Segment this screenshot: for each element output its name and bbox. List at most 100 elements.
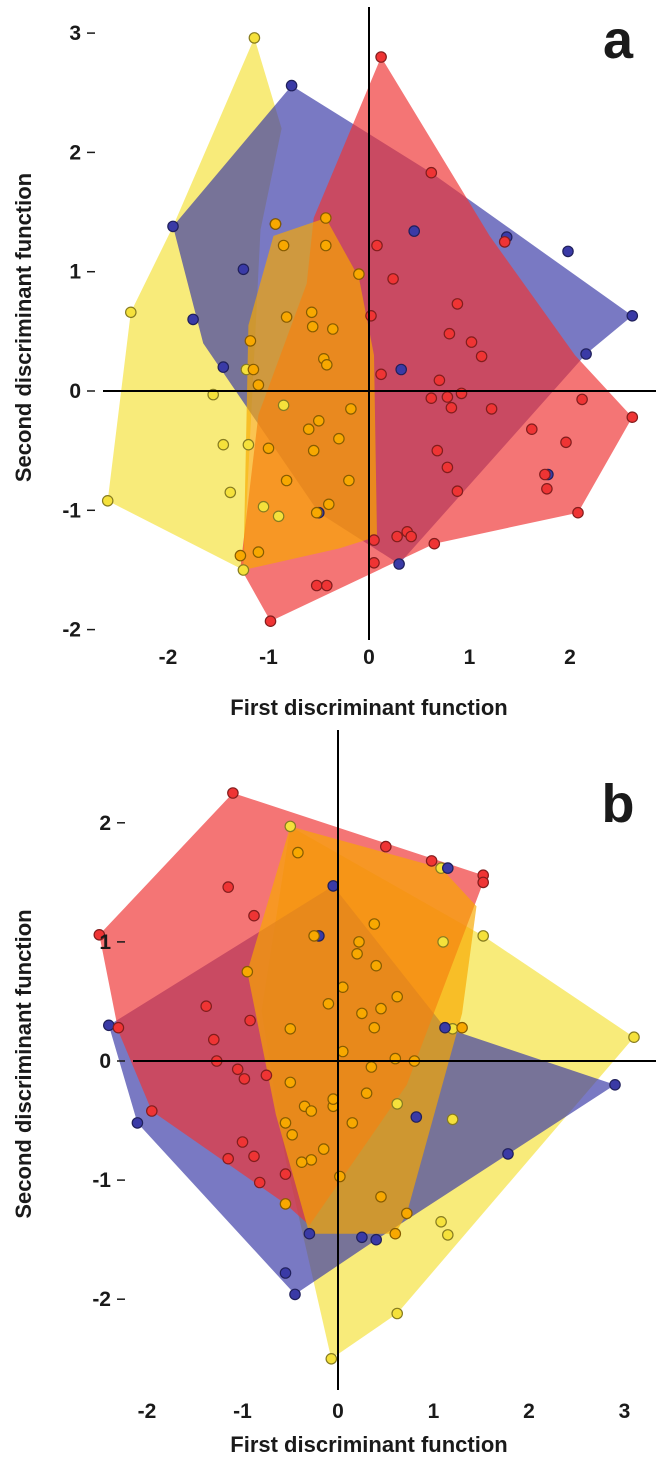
data-point [443,327,456,340]
data-point [244,335,257,347]
x-tick-label: 1 [428,1400,440,1423]
data-point [477,876,489,889]
data-point [305,1154,318,1166]
data-point [200,1000,212,1012]
data-point [279,1117,292,1129]
data-point [441,1229,454,1241]
data-point [264,615,277,627]
y-tick-label: 2 [69,141,81,164]
data-point [408,225,420,237]
y-tick-label: 2 [99,812,111,835]
data-point [389,1227,402,1240]
x-axis-title: First discriminant function [230,1432,507,1457]
y-tick-label: -2 [92,1288,111,1311]
x-tick-label: -1 [233,1400,252,1423]
data-point [441,461,454,474]
data-point [498,236,511,248]
data-point [326,323,339,335]
data-point [277,239,290,252]
y-tick-label: 0 [99,1050,111,1073]
data-point [628,1031,640,1043]
data-point [279,1198,292,1210]
data-point [441,391,454,403]
data-point [370,959,382,972]
data-point [302,423,315,435]
data-point [445,401,458,414]
data-point [284,820,297,833]
data-point [131,1117,144,1129]
data-point [475,350,488,363]
y-tick-label: -1 [62,499,81,522]
data-point [375,368,387,381]
data-point [395,363,407,376]
panel-label: b [602,774,635,834]
data-point [285,79,298,92]
data-point [391,1098,403,1110]
data-point [365,309,377,322]
data-point [431,444,444,457]
data-point [125,306,137,319]
data-point [227,787,239,799]
y-tick-label: -1 [92,1169,111,1192]
data-point [280,311,293,323]
data-point [167,220,179,233]
data-point [269,218,282,230]
data-point [262,442,275,455]
panel-b: -2 -1 0 1 2 3 -2 -1 0 1 2 First discriminant functi… [11,730,656,1457]
data-point [334,1170,346,1183]
data-point [360,1087,373,1099]
data-point [375,51,387,63]
x-tick-label: -2 [138,1400,157,1423]
data-point [317,1143,330,1155]
data-point [103,1019,115,1032]
data-point [237,263,250,276]
x-tick-label: 2 [564,646,576,669]
data-point [356,1007,368,1020]
data-point [286,1129,298,1141]
data-point [353,268,365,280]
data-point [368,534,380,546]
hull-polygon [247,826,477,1234]
data-point [252,379,265,391]
data-point [208,1033,220,1046]
panel-a: -2 -1 0 1 2 -2 -1 0 1 2 3 First discriminant functi… [11,7,656,720]
data-point [441,862,454,874]
data-point [572,506,584,519]
data-point [389,1052,402,1065]
data-point [580,348,592,360]
data-point [322,997,335,1010]
data-point [260,1069,273,1082]
data-point [247,363,260,376]
data-point [393,558,405,570]
data-point [224,486,237,499]
data-point [112,1021,125,1034]
data-point [439,1021,451,1034]
data-point [252,546,265,558]
data-point [236,1136,249,1148]
data-point [400,1207,413,1220]
data-point [325,1353,338,1365]
data-point [353,936,365,948]
data-point [387,273,399,285]
data-point [391,1307,403,1320]
data-point [279,1267,292,1279]
data-point [217,438,230,451]
data-point [375,1002,387,1015]
y-axis-title: Second discriminant function [11,909,36,1218]
data-point [391,530,403,543]
data-point [433,374,446,387]
data-point [465,336,478,348]
data-point [241,965,254,978]
y-axis-title: Second discriminant function [11,173,36,482]
data-point [307,444,320,457]
data-point [405,530,417,543]
x-tick-label: 0 [363,646,375,669]
data-point [248,32,261,44]
data-point [425,166,438,179]
data-point [626,411,639,423]
data-point [322,498,335,511]
data-point [455,387,468,400]
data-point [101,494,114,507]
data-point [217,361,230,373]
